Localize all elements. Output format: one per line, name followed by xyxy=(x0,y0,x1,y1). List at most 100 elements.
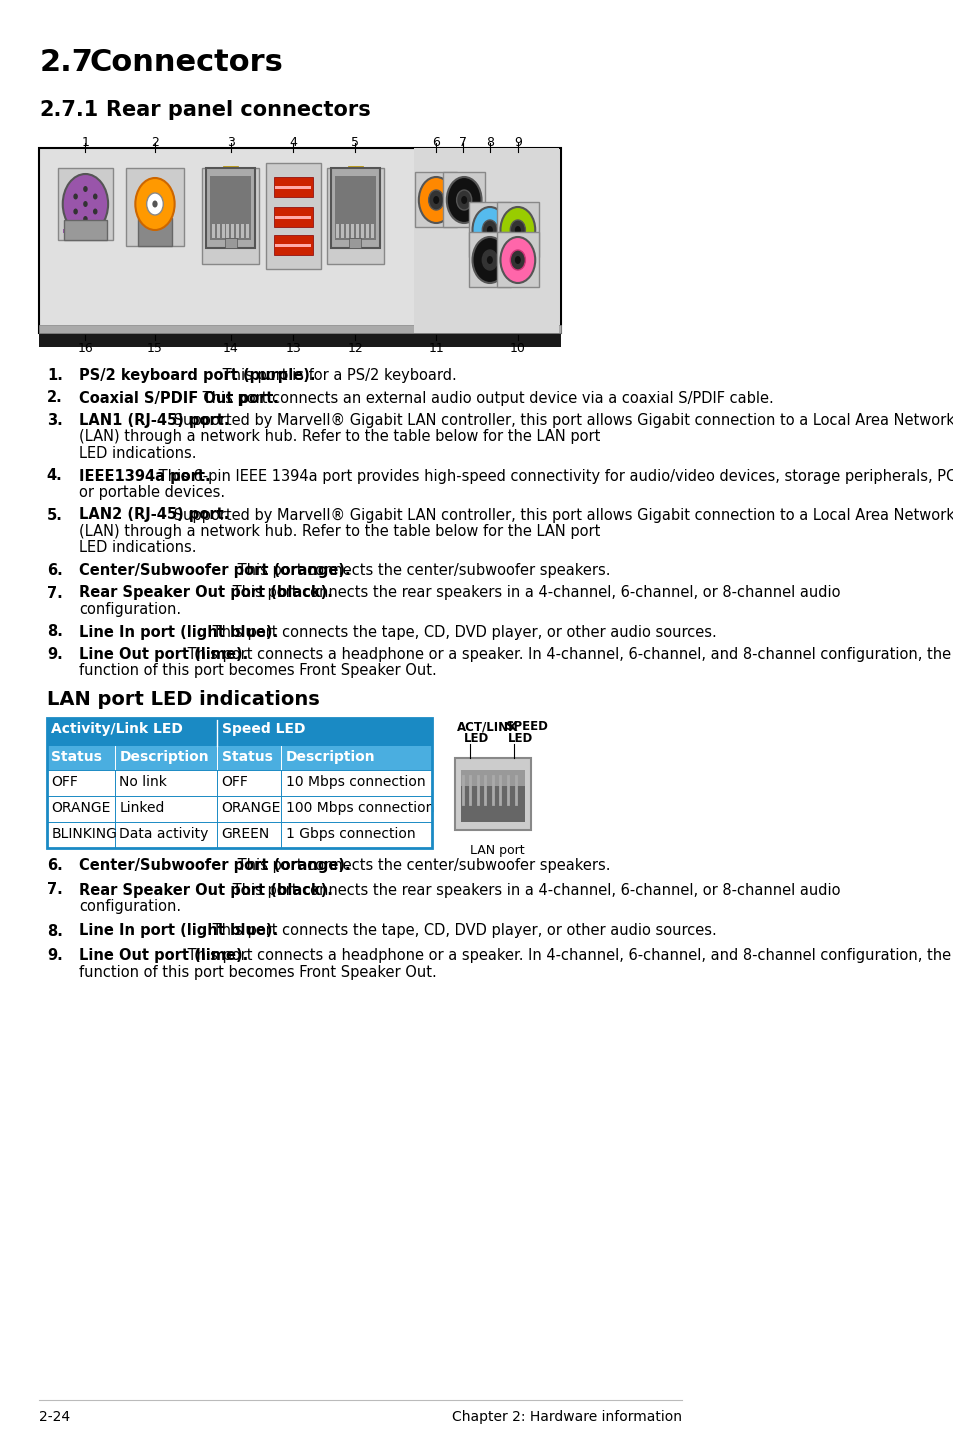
Bar xyxy=(202,168,259,265)
Text: 1 Gbps connection: 1 Gbps connection xyxy=(286,827,415,841)
Text: Speed LED: Speed LED xyxy=(221,722,305,736)
Text: 2.7: 2.7 xyxy=(39,47,93,78)
Bar xyxy=(206,168,254,247)
Text: 9: 9 xyxy=(514,137,521,150)
Text: Line Out port (lime).: Line Out port (lime). xyxy=(79,647,249,661)
Text: OFF: OFF xyxy=(221,775,248,789)
Text: This port connects a headphone or a speaker. In 4-channel, 6-channel, and 8-chan: This port connects a headphone or a spea… xyxy=(183,948,950,963)
Circle shape xyxy=(500,237,535,283)
Text: Activity/Link LED: Activity/Link LED xyxy=(51,722,183,736)
Text: 5.: 5. xyxy=(47,508,63,522)
Bar xyxy=(331,168,379,247)
Text: 2.7.1: 2.7.1 xyxy=(39,101,98,119)
Text: function of this port becomes Front Speaker Out.: function of this port becomes Front Spea… xyxy=(79,663,436,679)
Text: 9.: 9. xyxy=(47,948,63,963)
Text: Status: Status xyxy=(51,751,102,764)
Bar xyxy=(236,224,239,239)
Text: Chapter 2: Hardware information: Chapter 2: Hardware information xyxy=(452,1411,681,1424)
Bar xyxy=(371,224,374,239)
Bar xyxy=(224,239,236,247)
Text: LAN1 (RJ-45) port.: LAN1 (RJ-45) port. xyxy=(79,413,230,429)
Text: or portable devices.: or portable devices. xyxy=(79,485,225,500)
Circle shape xyxy=(472,207,507,253)
Text: 7.: 7. xyxy=(47,585,63,601)
Bar xyxy=(274,234,313,255)
Text: Rear Speaker Out port (black).: Rear Speaker Out port (black). xyxy=(79,883,333,897)
Circle shape xyxy=(418,177,453,223)
Bar xyxy=(460,769,524,823)
Bar xyxy=(497,201,538,257)
Text: This port connects the center/subwoofer speakers.: This port connects the center/subwoofer … xyxy=(233,858,610,873)
Text: This port connects the rear speakers in a 4-channel, 6-channel, or 8-channel aud: This port connects the rear speakers in … xyxy=(228,585,840,601)
Text: BLINKING: BLINKING xyxy=(51,827,117,841)
Bar xyxy=(351,224,354,239)
Text: Rear panel connectors: Rear panel connectors xyxy=(106,101,370,119)
Text: LED indications.: LED indications. xyxy=(79,541,196,555)
Bar xyxy=(274,216,311,219)
Bar xyxy=(226,224,230,239)
Text: 10 Mbps connection: 10 Mbps connection xyxy=(286,775,425,789)
Text: This port connects an external audio output device via a coaxial S/PDIF cable.: This port connects an external audio out… xyxy=(198,391,773,406)
Circle shape xyxy=(428,190,443,210)
Text: 5: 5 xyxy=(351,137,359,150)
Circle shape xyxy=(73,209,78,214)
Circle shape xyxy=(510,220,525,240)
Bar xyxy=(47,769,432,797)
Bar xyxy=(497,232,538,288)
Text: This port is for a PS/2 keyboard.: This port is for a PS/2 keyboard. xyxy=(218,368,456,383)
Bar xyxy=(47,823,432,848)
Bar xyxy=(366,224,369,239)
Bar xyxy=(223,165,238,174)
Circle shape xyxy=(92,209,97,214)
Text: LED: LED xyxy=(464,732,489,745)
Bar xyxy=(58,168,112,240)
Text: Coaxial S/PDIF Out port.: Coaxial S/PDIF Out port. xyxy=(79,391,279,406)
Text: ACT/LINK: ACT/LINK xyxy=(456,720,518,733)
Text: 1.: 1. xyxy=(47,368,63,383)
Circle shape xyxy=(147,193,163,216)
Text: OFF: OFF xyxy=(51,775,78,789)
Text: Line In port (light blue).: Line In port (light blue). xyxy=(79,624,278,640)
Bar xyxy=(468,232,511,288)
Bar xyxy=(274,177,313,197)
Circle shape xyxy=(446,177,481,223)
Bar xyxy=(274,186,311,188)
Text: 8.: 8. xyxy=(47,624,63,640)
Text: LAN2 (RJ-45) port.: LAN2 (RJ-45) port. xyxy=(79,508,230,522)
Text: This port connects the rear speakers in a 4-channel, 6-channel, or 8-channel aud: This port connects the rear speakers in … xyxy=(228,883,840,897)
Bar xyxy=(47,797,432,823)
Circle shape xyxy=(510,250,525,270)
Bar xyxy=(274,207,313,227)
Text: Center/Subwoofer port (orange).: Center/Subwoofer port (orange). xyxy=(79,858,351,873)
Circle shape xyxy=(500,207,535,253)
Circle shape xyxy=(83,186,88,193)
Text: Rear Speaker Out port (black).: Rear Speaker Out port (black). xyxy=(79,585,333,601)
Text: ORANGE: ORANGE xyxy=(51,801,111,815)
Text: 11: 11 xyxy=(428,342,443,355)
Bar xyxy=(231,224,234,239)
Text: Data activity: Data activity xyxy=(119,827,209,841)
Text: Connectors: Connectors xyxy=(90,47,283,78)
Circle shape xyxy=(63,174,108,234)
Text: Line Out port (lime).: Line Out port (lime). xyxy=(79,948,249,963)
Bar xyxy=(47,718,432,848)
Bar xyxy=(126,168,184,246)
Text: 13: 13 xyxy=(285,342,301,355)
Bar xyxy=(346,224,349,239)
Bar xyxy=(335,175,375,240)
Text: 8: 8 xyxy=(485,137,494,150)
Text: PS/2 keyboard port (purple).: PS/2 keyboard port (purple). xyxy=(79,368,315,383)
Bar xyxy=(64,220,107,240)
Text: Status: Status xyxy=(221,751,273,764)
Text: 4.: 4. xyxy=(47,469,63,483)
Bar xyxy=(212,224,214,239)
Text: LED indications.: LED indications. xyxy=(79,446,196,462)
Text: configuration.: configuration. xyxy=(79,899,181,915)
Bar xyxy=(221,224,224,239)
Circle shape xyxy=(515,256,520,265)
Bar xyxy=(468,201,511,257)
Bar xyxy=(348,165,362,174)
Text: 3: 3 xyxy=(227,137,234,150)
Text: 1: 1 xyxy=(81,137,90,150)
Text: 2.: 2. xyxy=(47,391,63,406)
